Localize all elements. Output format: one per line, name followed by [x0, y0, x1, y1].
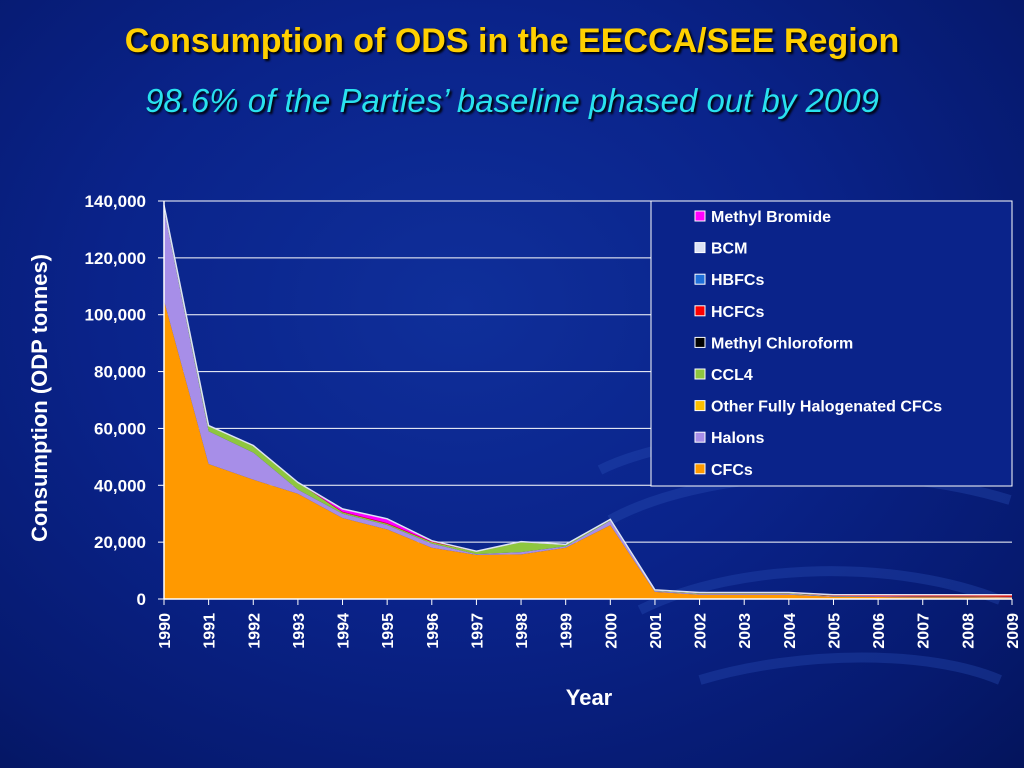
y-tick-label: 0 [137, 590, 146, 609]
y-tick-label: 40,000 [94, 476, 146, 495]
slide-subtitle: 98.6% of the Parties’ baseline phased ou… [145, 82, 879, 119]
y-tick-labels: 0 20,000 40,000 60,000 80,000 100,000 120,000 1… [85, 192, 146, 609]
legend-swatch [694, 463, 706, 475]
x-tick-label: 2005 [827, 613, 844, 649]
x-tick-label: 1993 [291, 613, 308, 649]
x-tick-label: 2003 [737, 613, 754, 649]
x-tick-label: 1992 [246, 613, 263, 649]
legend-swatch [694, 431, 706, 443]
y-tick-label: 80,000 [94, 363, 146, 382]
legend-swatch [694, 242, 706, 254]
x-tick-labels: 1990 1991 1992 1993 1994 1995 1996 1997 1998 1999… [157, 613, 1022, 649]
x-tick-label: 1996 [425, 613, 442, 649]
legend-label: Other Fully Halogenated CFCs [711, 399, 942, 416]
x-axis-label: Year [566, 685, 613, 710]
y-tick-label: 100,000 [85, 306, 146, 325]
x-tick-label: 1999 [559, 613, 576, 649]
area-cfcs [164, 300, 1012, 599]
stacked-areas [163, 205, 1012, 599]
y-tick-label: 60,000 [94, 419, 146, 438]
x-tick-label: 2008 [960, 613, 977, 649]
legend-label: CCL4 [711, 367, 753, 384]
axes [158, 200, 1013, 605]
x-tick-label: 1994 [336, 613, 353, 649]
slide-title: Consumption of ODS in the EECCA/SEE Regi… [124, 22, 900, 60]
x-tick-label: 1997 [469, 613, 486, 649]
x-tick-label: 2009 [1005, 613, 1022, 649]
x-tick-label: 1991 [202, 613, 219, 649]
legend-box [650, 200, 1013, 487]
x-tick-label: 1990 [157, 613, 174, 649]
legend-label: Methyl Chloroform [711, 335, 853, 352]
stack-top-outline [163, 205, 1012, 596]
y-tick-label: 20,000 [94, 533, 146, 552]
legend-label: Halons [711, 430, 764, 447]
x-tick-label: 1995 [380, 613, 397, 649]
x-tick-label: 2001 [648, 613, 665, 649]
legend-swatch [694, 368, 706, 380]
y-tick-label: 120,000 [85, 249, 146, 268]
legend-label: Methyl Bromide [711, 209, 831, 226]
legend-label: HBFCs [711, 272, 764, 289]
x-tick-label: 2006 [871, 613, 888, 649]
y-axis-label: Consumption (ODP tonnes) [27, 254, 52, 542]
y-tick-label: 140,000 [85, 192, 146, 211]
x-tick-label: 2002 [693, 613, 710, 649]
x-tick-label: 2007 [916, 613, 933, 649]
legend-label: HCFCs [711, 304, 764, 321]
legend: Methyl Bromide BCM HBFCs HCFCs Methyl Chloro… [650, 200, 1013, 487]
x-tick-label: 1998 [514, 613, 531, 649]
x-tick-label: 2000 [603, 613, 620, 649]
x-tick-label: 2004 [782, 613, 799, 649]
legend-swatch [694, 336, 706, 348]
legend-swatch [694, 305, 706, 317]
legend-swatch [694, 273, 706, 285]
legend-label: BCM [711, 241, 747, 258]
legend-label: CFCs [711, 462, 753, 479]
legend-swatch [694, 210, 706, 222]
legend-swatch [694, 400, 706, 412]
